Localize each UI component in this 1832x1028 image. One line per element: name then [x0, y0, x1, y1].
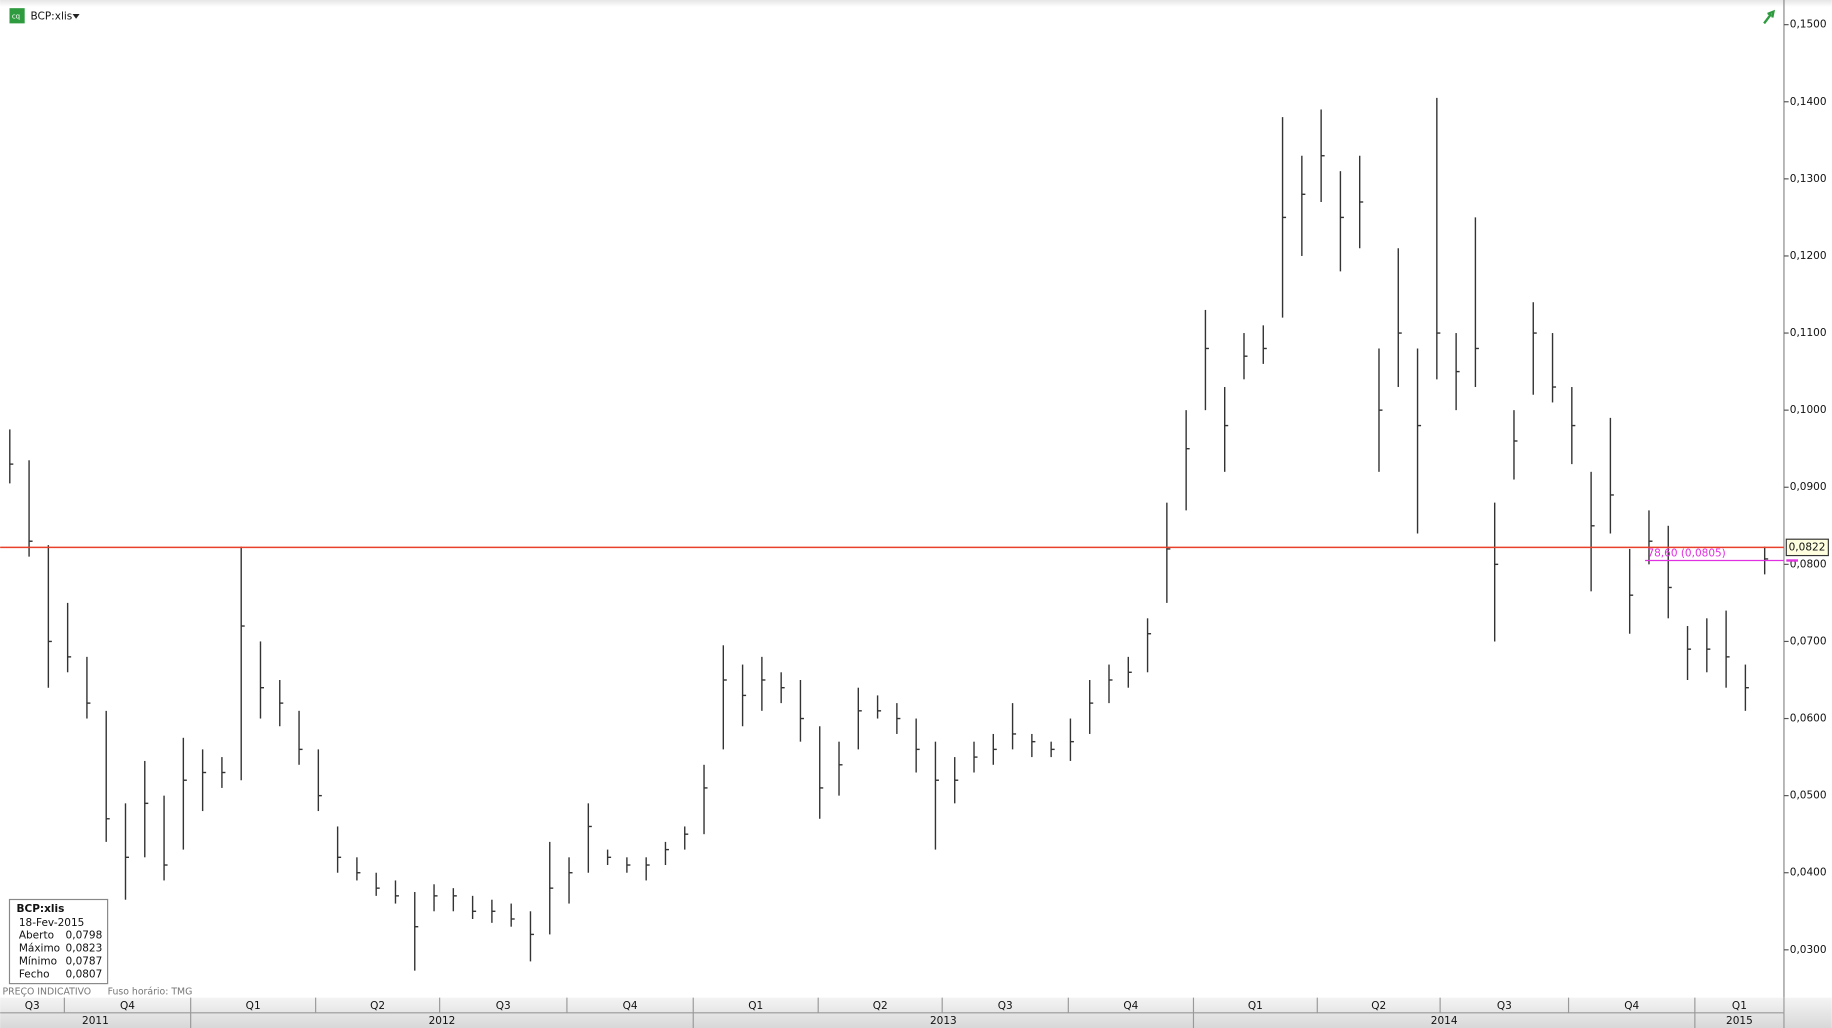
info-label: Fecho: [19, 968, 50, 980]
y-tick-label: 0,0800: [1790, 558, 1827, 570]
quarter-label: Q2: [370, 1000, 385, 1012]
y-tick-label: 0,0400: [1790, 867, 1827, 879]
y-tick-label: 0,0700: [1790, 635, 1827, 647]
info-label: Mínimo: [19, 955, 57, 967]
y-tick-label: 0,0900: [1790, 481, 1827, 493]
info-date: 18-Fev-2015: [19, 917, 85, 929]
price-tag: [1785, 538, 1829, 557]
quarter-label: Q2: [873, 1000, 888, 1012]
retracement-label: 78,60 (0,0805): [1647, 547, 1725, 559]
quarter-label: Q4: [623, 1000, 638, 1012]
info-label: Aberto: [19, 930, 54, 942]
y-tick-label: 0,0600: [1790, 713, 1827, 725]
quarter-label: Q2: [1371, 1000, 1386, 1012]
year-label: 2015: [1726, 1015, 1753, 1027]
quarter-label: Q4: [120, 1000, 135, 1012]
quarter-label: Q1: [1248, 1000, 1263, 1012]
quarter-label: Q4: [1123, 1000, 1138, 1012]
icon-glyph: cq: [12, 12, 20, 20]
quarter-label: Q3: [1497, 1000, 1512, 1012]
footer-note: PREÇO INDICATIVO: [2, 986, 91, 997]
symbol-icon[interactable]: [9, 8, 25, 24]
y-tick-label: 0,1300: [1790, 173, 1827, 185]
year-label: 2014: [1431, 1015, 1458, 1027]
info-label: Máximo: [19, 943, 60, 955]
retracement-tag: [1786, 559, 1798, 562]
dropdown-arrow[interactable]: [72, 14, 80, 19]
year-label: 2013: [930, 1015, 957, 1027]
quarter-label: Q4: [1624, 1000, 1639, 1012]
info-title: BCP:xlis: [17, 903, 65, 915]
info-value: 0,0823: [66, 943, 103, 955]
year-label: 2011: [82, 1015, 109, 1027]
info-box: [8, 898, 109, 985]
quarter-label: Q3: [25, 1000, 40, 1012]
info-value: 0,0807: [66, 968, 103, 980]
y-tick-label: 0,1200: [1790, 250, 1827, 262]
trend-icon[interactable]: [1763, 9, 1776, 25]
y-tick-label: 0,0500: [1790, 790, 1827, 802]
y-tick-label: 0,1400: [1790, 96, 1827, 108]
y-tick-label: 0,1000: [1790, 404, 1827, 416]
year-label: 2012: [429, 1015, 456, 1027]
info-value: 0,0787: [66, 955, 103, 967]
quarter-label: Q3: [998, 1000, 1013, 1012]
header-shade: [0, 0, 1832, 8]
quarter-label: Q3: [496, 1000, 511, 1012]
y-tick-label: 0,1500: [1790, 19, 1827, 31]
info-value: 0,0798: [66, 930, 103, 942]
quarter-label: Q1: [748, 1000, 763, 1012]
quarter-label: Q1: [246, 1000, 261, 1012]
y-tick-label: 0,1100: [1790, 327, 1827, 339]
timezone-note: Fuso horário: TMG: [108, 986, 193, 997]
symbol-label[interactable]: BCP:xlis: [31, 10, 73, 22]
y-tick-label: 0,0300: [1790, 944, 1827, 956]
quarter-label: Q1: [1732, 1000, 1747, 1012]
price-tag-label: 0,0822: [1789, 541, 1826, 553]
